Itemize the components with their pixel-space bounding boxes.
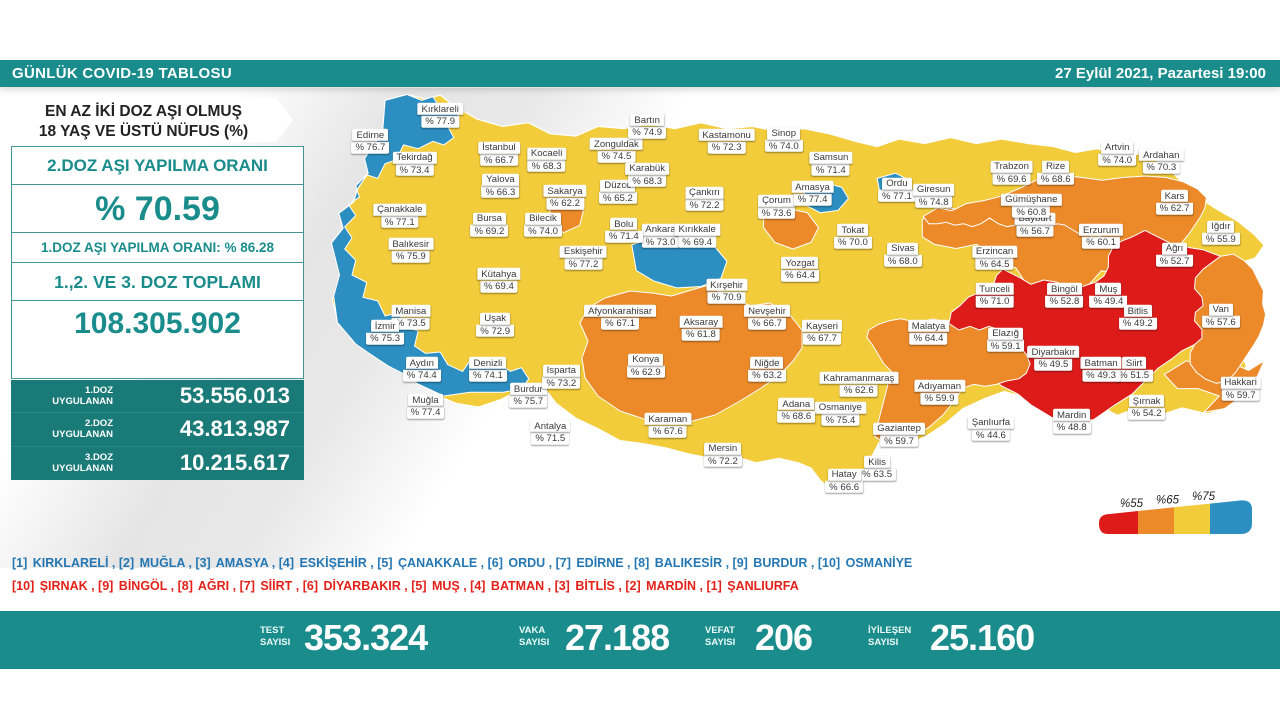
svg-text:%75: %75	[1192, 491, 1216, 503]
svg-text:%65: %65	[1156, 495, 1180, 507]
svg-text:%55: %55	[1120, 498, 1144, 510]
